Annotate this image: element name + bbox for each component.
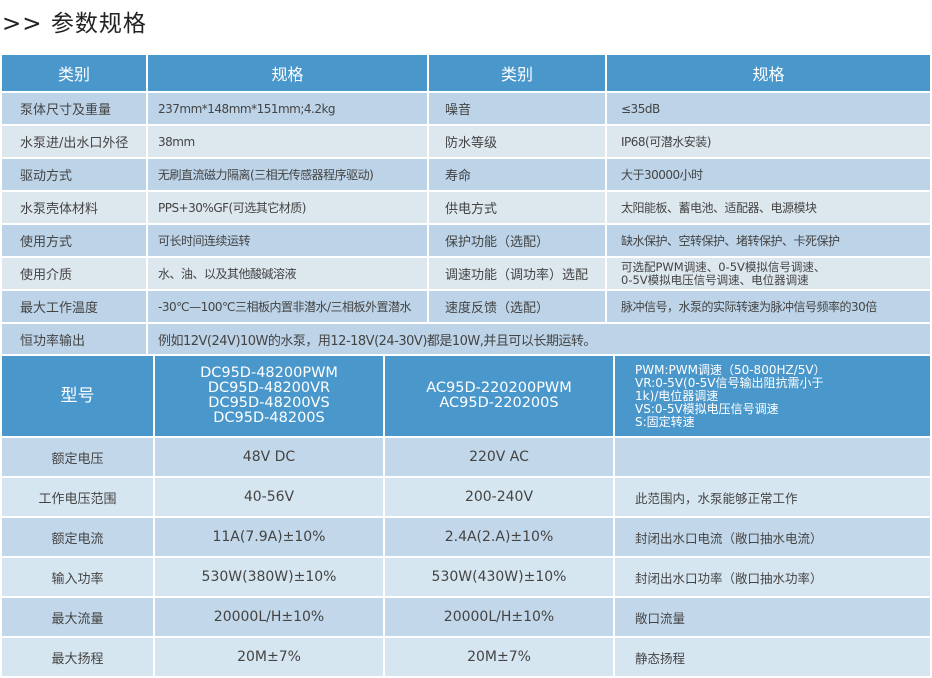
ac-value: 2.4A(2.A)±10% [383,516,615,558]
row-value: -30℃—100℃三相板内置非潜水/三相板外置潜水 [146,289,429,324]
row-label: 水泵进/出水口外径 [0,124,148,159]
row-label: 工作电压范围 [0,476,155,518]
dc-value: 20M±7% [153,636,385,678]
row-label: 速度反馈（选配） [427,289,607,324]
row-value: 可选配PWM调速、0-5V模拟信号调速、 0-5V模拟电压信号调速、电位器调速 [605,256,932,291]
table-row: 最大流量 20000L/H±10% 20000L/H±10% 敞口流量 [0,596,932,638]
row-value: 无刷直流磁力隔离(三相无传感器程序驱动) [146,157,429,192]
row-label: 最大工作温度 [0,289,148,324]
table-row: 额定电压 48V DC 220V AC [0,436,932,478]
row-value: 缺水保护、空转保护、堵转保护、卡死保护 [605,223,932,258]
table-row: 最大工作温度 -30℃—100℃三相板内置非潜水/三相板外置潜水 速度反馈（选配）脉… [0,289,932,324]
header-spec: 规格 [605,53,932,93]
row-label: 额定电流 [0,516,155,558]
model-notes: PWM:PWM调速（50-800HZ/5V） VR:0-5V(0-5V信号输出阻… [613,354,932,438]
row-note: 此范围内，水泵能够正常工作 [613,476,932,518]
row-note: 封闭出水口功率（敞口抽水功率） [613,556,932,598]
row-label: 防水等级 [427,124,607,159]
row-label: 最大流量 [0,596,155,638]
table-row: 额定电流 11A(7.9A)±10% 2.4A(2.A)±10% 封闭出水口电流（敞口… [0,516,932,558]
model-table: 型号 DC95D-48200PWM DC95D-48200VR DC95D-48… [0,354,932,678]
row-label: 使用介质 [0,256,148,291]
dc-value: 40-56V [153,476,385,518]
row-label: 水泵壳体材料 [0,190,148,225]
row-value: 太阳能板、蓄电池、适配器、电源模块 [605,190,932,225]
table-row: 最大扬程 20M±7% 20M±7% 静态扬程 [0,636,932,678]
dc-value: 20000L/H±10% [153,596,385,638]
row-note [613,436,932,478]
header-category: 类别 [0,53,148,93]
row-label: 使用方式 [0,223,148,258]
row-value: 大于30000小时 [605,157,932,192]
ac-value: 20M±7% [383,636,615,678]
row-label: 泵体尺寸及重量 [0,91,148,126]
row-value: 38mm [146,124,429,159]
header-category: 类别 [427,53,607,93]
row-value: 脉冲信号，水泵的实际转速为脉冲信号频率的30倍 [605,289,932,324]
table-row: 输入功率 530W(380W)±10% 530W(430W)±10% 封闭出水口功率（… [0,556,932,598]
model-table-header: 型号 DC95D-48200PWM DC95D-48200VR DC95D-48… [0,354,932,438]
row-value: ≤35dB [605,91,932,126]
ac-models: AC95D-220200PWM AC95D-220200S [383,354,615,438]
dc-value: 48V DC [153,436,385,478]
row-label: 输入功率 [0,556,155,598]
section-title: >> 参数规格 [2,11,147,37]
table-row: 工作电压范围 40-56V 200-240V 此范围内，水泵能够正常工作 [0,476,932,518]
table-row: 使用方式 可长时间连续运转 保护功能（选配） 缺水保护、空转保护、堵转保护、卡死保护 [0,223,932,258]
ac-value: 220V AC [383,436,615,478]
row-label: 保护功能（选配） [427,223,607,258]
row-label: 额定电压 [0,436,155,478]
ac-value: 530W(430W)±10% [383,556,615,598]
spec-table: 类别 规格 类别 规格 泵体尺寸及重量 237mm*148mm*151mm;4.2… [0,53,932,357]
table-row: 使用介质 水、油、以及其他酸碱溶液 调速功能（调功率）选配 可选配PWM调速、0-5V… [0,256,932,291]
row-value: 可长时间连续运转 [146,223,429,258]
dc-value: 11A(7.9A)±10% [153,516,385,558]
table-row: 驱动方式 无刷直流磁力隔离(三相无传感器程序驱动) 寿命 大于30000小时 [0,157,932,192]
row-note: 敞口流量 [613,596,932,638]
ac-value: 20000L/H±10% [383,596,615,638]
table-row: 水泵壳体材料 PPS+30%GF(可选其它材质) 供电方式 太阳能板、蓄电池、适配器、… [0,190,932,225]
header-model: 型号 [0,354,155,438]
row-value: 例如12V(24V)10W的水泵，用12-18V(24-30V)都是10W,并且… [146,322,932,357]
ac-value: 200-240V [383,476,615,518]
header-spec: 规格 [146,53,429,93]
row-note: 静态扬程 [613,636,932,678]
row-label: 寿命 [427,157,607,192]
spec-table-header: 类别 规格 类别 规格 [0,53,932,93]
row-label: 最大扬程 [0,636,155,678]
row-label: 恒功率输出 [0,322,148,357]
row-label: 调速功能（调功率）选配 [427,256,607,291]
table-row: 泵体尺寸及重量 237mm*148mm*151mm;4.2kg 噪音 ≤35dB [0,91,932,126]
row-label: 供电方式 [427,190,607,225]
row-value: 水、油、以及其他酸碱溶液 [146,256,429,291]
dc-models: DC95D-48200PWM DC95D-48200VR DC95D-48200… [153,354,385,438]
table-row: 恒功率输出 例如12V(24V)10W的水泵，用12-18V(24-30V)都是… [0,322,932,357]
row-value: 237mm*148mm*151mm;4.2kg [146,91,429,126]
row-value: IP68(可潜水安装) [605,124,932,159]
dc-value: 530W(380W)±10% [153,556,385,598]
row-note: 封闭出水口电流（敞口抽水电流） [613,516,932,558]
row-value: PPS+30%GF(可选其它材质) [146,190,429,225]
row-label: 噪音 [427,91,607,126]
table-row: 水泵进/出水口外径 38mm 防水等级 IP68(可潜水安装) [0,124,932,159]
row-label: 驱动方式 [0,157,148,192]
